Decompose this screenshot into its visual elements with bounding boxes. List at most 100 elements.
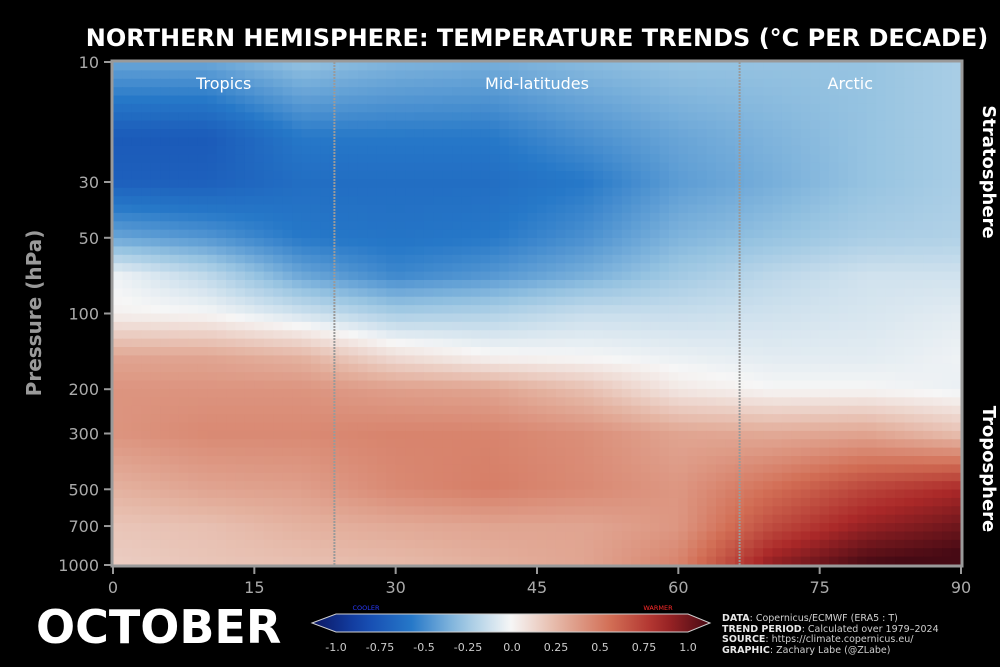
heatmap-cell	[923, 179, 934, 189]
heatmap-cell	[650, 70, 661, 80]
heatmap-cell	[584, 338, 595, 348]
heatmap-cell	[178, 162, 189, 172]
heatmap-cell	[942, 112, 953, 122]
heatmap-cell	[734, 338, 745, 348]
heatmap-cell	[367, 95, 378, 105]
heatmap-cell	[226, 397, 237, 407]
heatmap-cell	[405, 472, 416, 482]
heatmap-cell	[932, 263, 943, 273]
heatmap-cell	[348, 246, 359, 256]
heatmap-cell	[292, 221, 303, 231]
heatmap-cell	[631, 380, 642, 390]
heatmap-cell	[546, 305, 557, 315]
heatmap-cell	[904, 279, 915, 289]
heatmap-cell	[131, 363, 142, 373]
heatmap-cell	[292, 347, 303, 357]
heatmap-cell	[188, 162, 199, 172]
heatmap-cell	[800, 338, 811, 348]
heatmap-cell	[244, 187, 255, 197]
heatmap-cell	[847, 472, 858, 482]
heatmap-cell	[197, 372, 208, 382]
heatmap-cell	[650, 288, 661, 298]
heatmap-cell	[659, 212, 670, 222]
heatmap-cell	[263, 204, 274, 214]
heatmap-cell	[452, 405, 463, 415]
heatmap-cell	[282, 330, 293, 340]
heatmap-cell	[706, 196, 717, 206]
heatmap-cell	[113, 472, 124, 482]
heatmap-cell	[847, 296, 858, 306]
heatmap-cell	[254, 514, 265, 524]
heatmap-cell	[574, 388, 585, 398]
heatmap-cell	[461, 95, 472, 105]
heatmap-cell	[518, 137, 529, 147]
heatmap-cell	[386, 372, 397, 382]
heatmap-cell	[725, 414, 736, 424]
heatmap-cell	[235, 397, 246, 407]
heatmap-cell	[141, 497, 152, 507]
heatmap-cell	[763, 472, 774, 482]
heatmap-cell	[405, 120, 416, 130]
heatmap-cell	[781, 380, 792, 390]
heatmap-cell	[791, 497, 802, 507]
heatmap-cell	[602, 95, 613, 105]
heatmap-cell	[122, 162, 133, 172]
heatmap-cell	[772, 120, 783, 130]
heatmap-cell	[650, 380, 661, 390]
heatmap-cell	[113, 78, 124, 88]
heatmap-cell	[178, 70, 189, 80]
heatmap-cell	[499, 489, 510, 499]
heatmap-cell	[461, 497, 472, 507]
heatmap-cell	[292, 170, 303, 180]
heatmap-cell	[461, 279, 472, 289]
heatmap-cell	[631, 330, 642, 340]
heatmap-cell	[282, 347, 293, 357]
heatmap-cell	[584, 204, 595, 214]
heatmap-cell	[951, 481, 962, 491]
heatmap-cell	[781, 187, 792, 197]
heatmap-cell	[518, 246, 529, 256]
heatmap-cell	[885, 472, 896, 482]
heatmap-cell	[800, 103, 811, 113]
heatmap-cell	[395, 145, 406, 155]
heatmap-cell	[178, 145, 189, 155]
heatmap-cell	[452, 212, 463, 222]
heatmap-cell	[386, 196, 397, 206]
heatmap-cell	[480, 313, 491, 323]
heatmap-cell	[489, 254, 500, 264]
heatmap-cell	[772, 355, 783, 365]
heatmap-cell	[668, 355, 679, 365]
heatmap-cell	[895, 129, 906, 139]
heatmap-cell	[810, 129, 821, 139]
heatmap-cell	[932, 229, 943, 239]
heatmap-cell	[197, 78, 208, 88]
heatmap-cell	[376, 87, 387, 97]
heatmap-cell	[734, 372, 745, 382]
heatmap-cell	[951, 313, 962, 323]
heatmap-cell	[386, 363, 397, 373]
heatmap-cell	[282, 338, 293, 348]
heatmap-cell	[602, 103, 613, 113]
heatmap-cell	[292, 187, 303, 197]
heatmap-cell	[857, 95, 868, 105]
heatmap-cell	[471, 62, 482, 71]
heatmap-cell	[866, 296, 877, 306]
heatmap-cell	[584, 506, 595, 516]
heatmap-cell	[207, 456, 218, 465]
heatmap-cell	[131, 380, 142, 390]
heatmap-cell	[348, 112, 359, 122]
heatmap-cell	[791, 288, 802, 298]
heatmap-cell	[320, 481, 331, 491]
heatmap-cell	[131, 179, 142, 189]
heatmap-cell	[395, 481, 406, 491]
heatmap-cell	[537, 456, 548, 465]
heatmap-cell	[951, 271, 962, 281]
heatmap-cell	[113, 388, 124, 398]
heatmap-cell	[348, 238, 359, 248]
heatmap-cell	[461, 447, 472, 457]
heatmap-cell	[508, 288, 519, 298]
heatmap-cell	[489, 330, 500, 340]
heatmap-cell	[433, 187, 444, 197]
heatmap-cell	[395, 363, 406, 373]
heatmap-cell	[772, 78, 783, 88]
